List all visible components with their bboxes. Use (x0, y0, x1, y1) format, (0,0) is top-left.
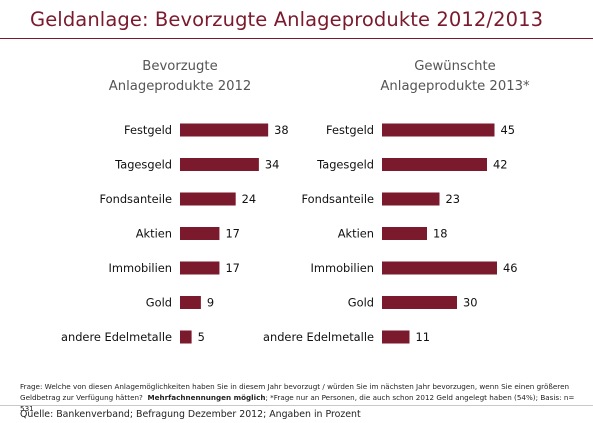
category-label: Immobilien (109, 261, 172, 275)
value-label: 46 (503, 261, 518, 275)
category-label: Fondsanteile (99, 192, 172, 206)
bar-charts: Festgeld 38 Tagesgeld 34 Fondsanteile 24 Aktie… (61, 123, 518, 344)
value-label: 17 (225, 227, 240, 241)
value-label: 30 (463, 296, 478, 310)
bar (382, 192, 440, 206)
bar (180, 227, 220, 240)
value-label: 23 (446, 192, 461, 206)
value-label: 17 (225, 261, 240, 275)
footnote-line2: Geldbetrag zur Verfügung hätten? Mehrfac… (20, 392, 590, 414)
bar (382, 261, 497, 275)
footnote-line2-b: ; *Frage nur an Personen, die auch schon… (20, 393, 575, 413)
value-label: 11 (416, 330, 431, 344)
chart-1-title-line1: Bevorzugte (142, 59, 218, 74)
value-label: 24 (242, 192, 257, 206)
footnote-emphasis: Mehrfachnennungen möglich (147, 393, 266, 402)
source-note: Quelle: Bankenverband; Befragung Dezembe… (20, 409, 361, 420)
bar (180, 296, 201, 309)
bar (180, 330, 192, 344)
footnote: Frage: Welche von diesen Anlagemöglichke… (20, 381, 590, 414)
category-label: Gold (348, 296, 374, 310)
bar (382, 227, 427, 240)
category-label: Fondsanteile (301, 192, 374, 206)
bar (382, 158, 487, 171)
bar (180, 192, 236, 206)
category-label: Aktien (338, 227, 374, 241)
bar (180, 123, 269, 137)
category-label: Festgeld (124, 123, 172, 137)
category-label: Tagesgeld (114, 158, 172, 172)
value-label: 45 (501, 123, 516, 137)
value-label: 34 (265, 158, 280, 172)
page-title: Geldanlage: Bevorzugte Anlageprodukte 20… (30, 8, 544, 31)
footnote-line2-a: Geldbetrag zur Verfügung hätten? (20, 393, 143, 402)
category-label: andere Edelmetalle (263, 330, 374, 344)
bar (382, 330, 410, 344)
title-divider (0, 38, 593, 39)
chart-1-title: Bevorzugte Anlageprodukte 2012 (60, 57, 300, 97)
source-divider (0, 405, 593, 406)
value-label: 42 (493, 158, 508, 172)
footnote-line1: Frage: Welche von diesen Anlagemöglichke… (20, 382, 570, 391)
chart-1-title-line2: Anlageprodukte 2012 (108, 79, 252, 94)
bar (180, 158, 259, 171)
chart-2-title-line1: Gewünschte (414, 59, 496, 74)
value-label: 9 (207, 296, 214, 310)
category-label: Festgeld (326, 123, 374, 137)
category-label: Aktien (136, 227, 172, 241)
category-label: Tagesgeld (316, 158, 374, 172)
bar (382, 123, 495, 137)
value-label: 18 (433, 227, 448, 241)
bar (382, 296, 457, 309)
chart-2-title: Gewünschte Anlageprodukte 2013* (325, 57, 585, 97)
chart-2-title-line2: Anlageprodukte 2013* (380, 79, 530, 94)
value-label: 38 (274, 123, 289, 137)
value-label: 5 (198, 330, 205, 344)
bar (180, 261, 220, 275)
category-label: Gold (146, 296, 172, 310)
category-label: Immobilien (311, 261, 374, 275)
category-label: andere Edelmetalle (61, 330, 172, 344)
